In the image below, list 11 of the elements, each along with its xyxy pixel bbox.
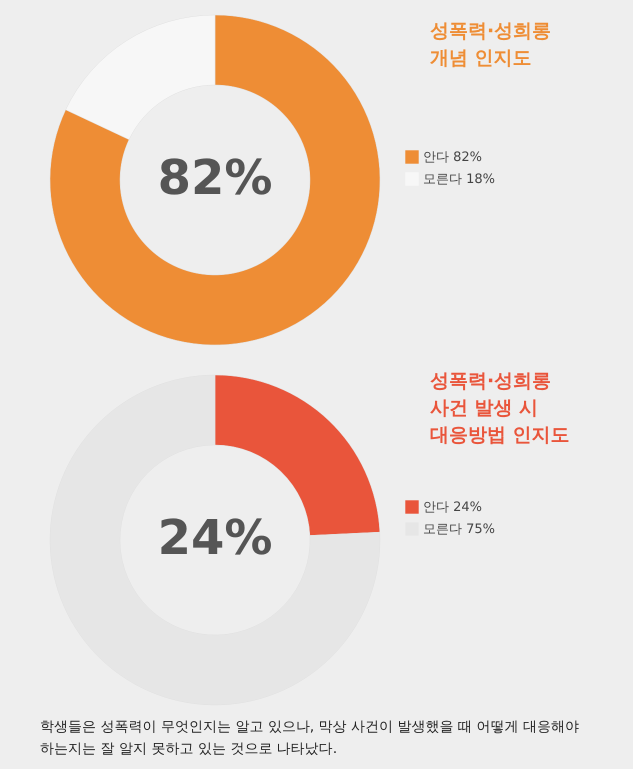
donut-slice [50,374,380,706]
data-label: 24% [158,510,272,566]
legend-label: 안다 24% [423,500,482,515]
legend-label: 모른다 75% [423,522,496,537]
text: 성폭력·성희롱 사건 발생 시 대응방법 인지도 [430,370,570,446]
legend-label: 모른다 18% [423,172,496,187]
text: 성폭력·성희롱 개념 인지도 [430,20,552,69]
legend-label: 안다 82% [423,150,482,165]
text: 학생들은 성폭력이 무엇인지는 알고 있으나, 막상 사건이 발생했을 때 어떻게 대응해야 하는지는 잘 알지 못하고 있는 것으로 나타났다. [39,718,580,760]
donut-slice [50,14,380,346]
data-label: 82% [158,150,272,206]
